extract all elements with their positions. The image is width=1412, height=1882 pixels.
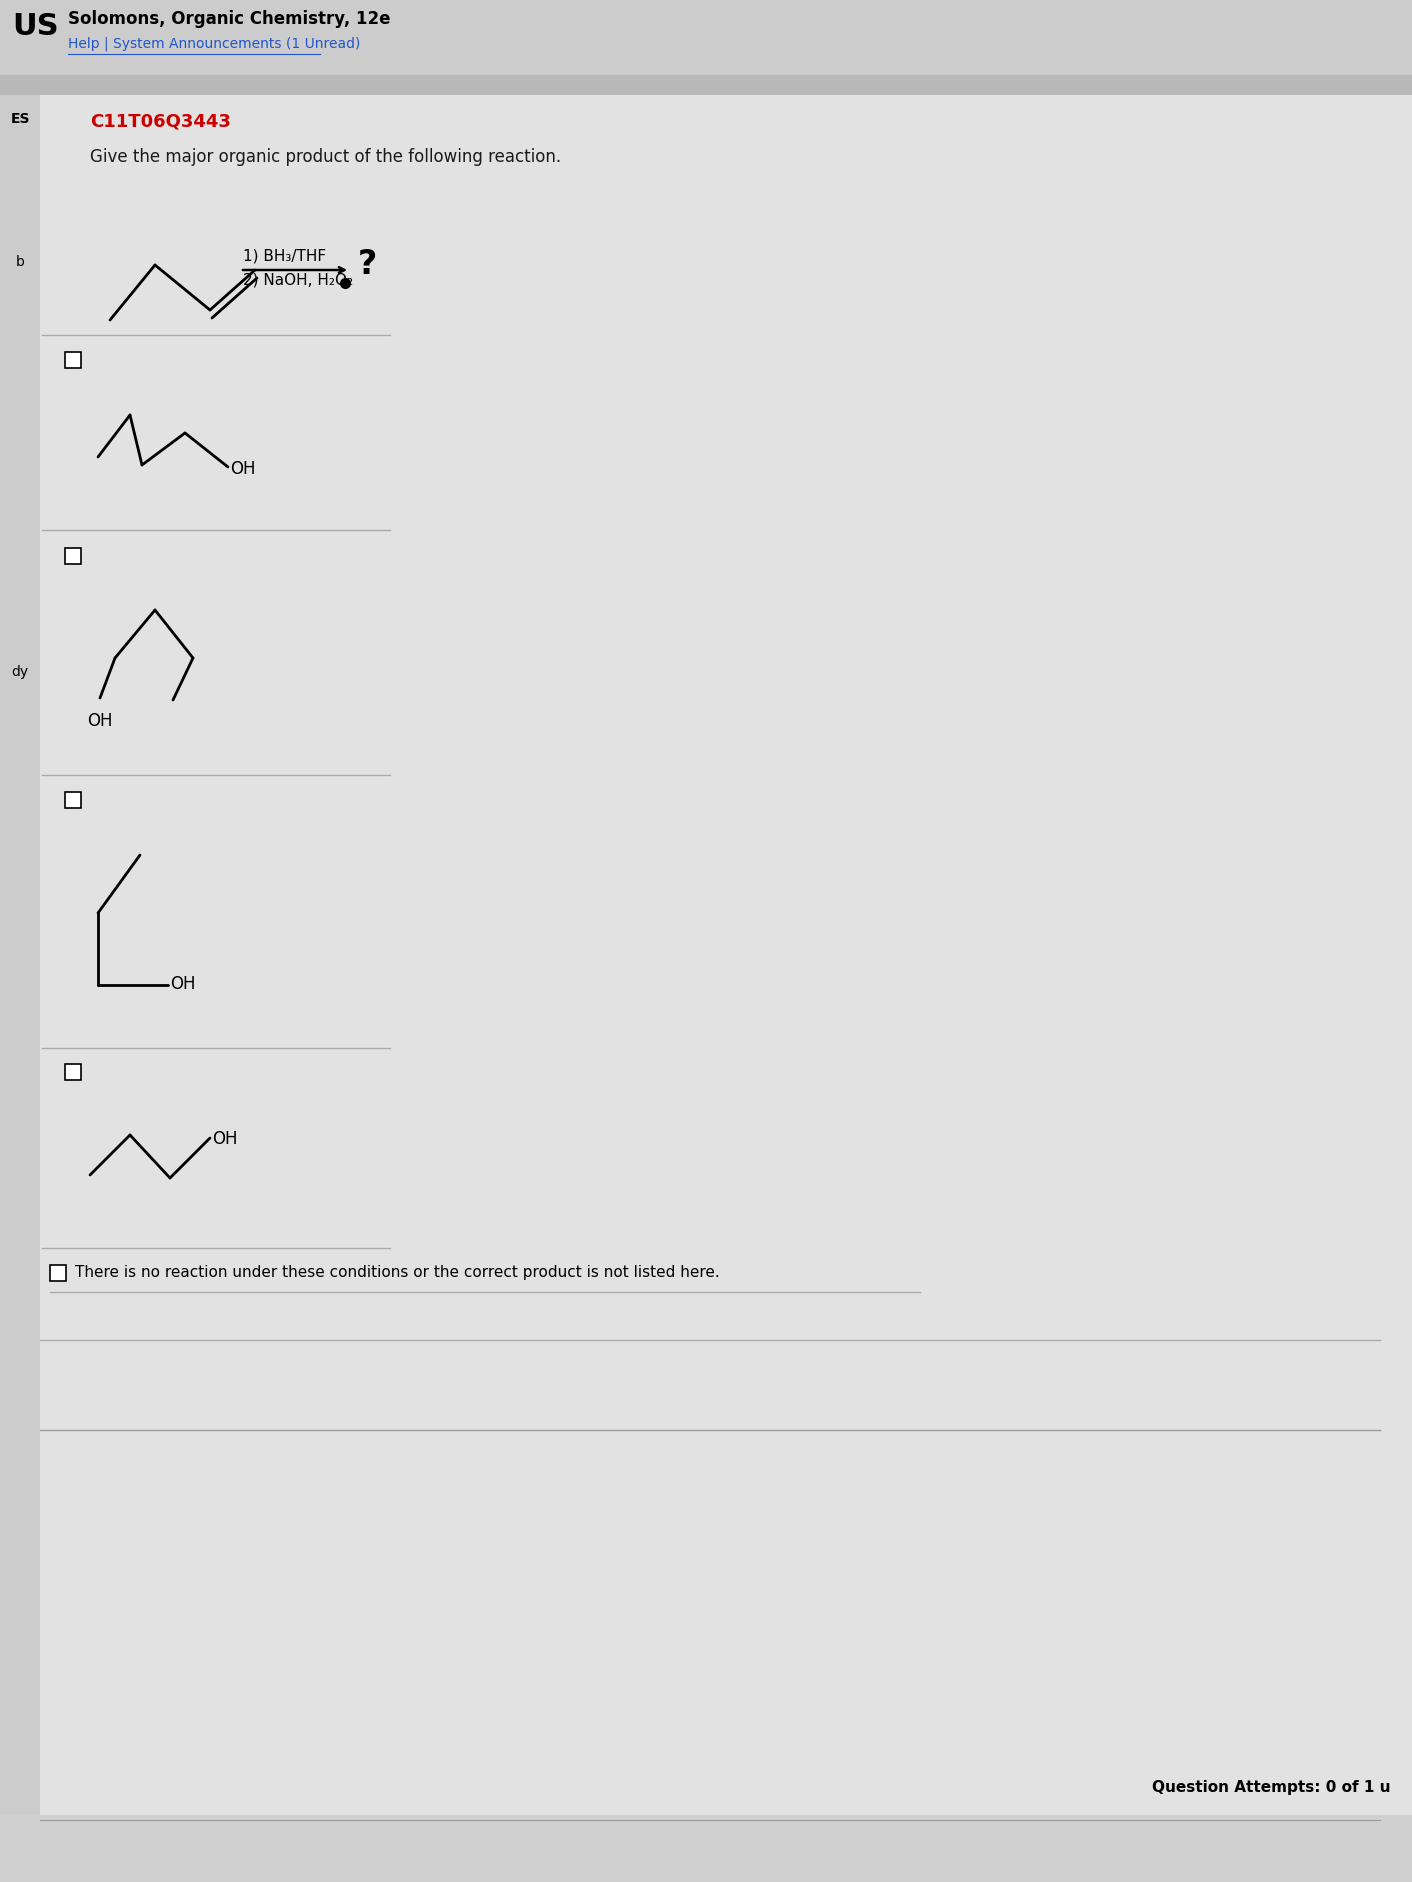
Text: Solomons, Organic Chemistry, 12e: Solomons, Organic Chemistry, 12e: [68, 9, 391, 28]
Text: OH: OH: [88, 711, 113, 730]
Text: b: b: [16, 254, 24, 269]
Text: There is no reaction under these conditions or the correct product is not listed: There is no reaction under these conditi…: [75, 1265, 720, 1280]
Text: Help | System Announcements (1 Unread): Help | System Announcements (1 Unread): [68, 36, 360, 51]
Text: Question Attempts: 0 of 1 u: Question Attempts: 0 of 1 u: [1152, 1780, 1389, 1795]
Bar: [0, 0, 1412, 75]
Text: ?: ?: [359, 248, 377, 280]
Text: C11T06Q3443: C11T06Q3443: [90, 113, 232, 130]
Bar: [65, 1063, 80, 1080]
Bar: [65, 548, 80, 565]
Text: OH: OH: [169, 975, 195, 994]
Text: dy: dy: [11, 664, 28, 679]
Bar: [49, 1265, 66, 1282]
Bar: [0, 94, 40, 1814]
Text: ES: ES: [10, 113, 30, 126]
Bar: [0, 75, 1412, 94]
Text: OH: OH: [212, 1129, 237, 1148]
Text: OH: OH: [230, 459, 256, 478]
Text: Give the major organic product of the following reaction.: Give the major organic product of the fo…: [90, 149, 561, 166]
Text: 2) NaOH, H₂O₂: 2) NaOH, H₂O₂: [243, 273, 353, 286]
Text: US: US: [11, 11, 59, 41]
Bar: [65, 352, 80, 369]
Text: 1) BH₃/THF: 1) BH₃/THF: [243, 248, 326, 263]
Bar: [65, 792, 80, 807]
